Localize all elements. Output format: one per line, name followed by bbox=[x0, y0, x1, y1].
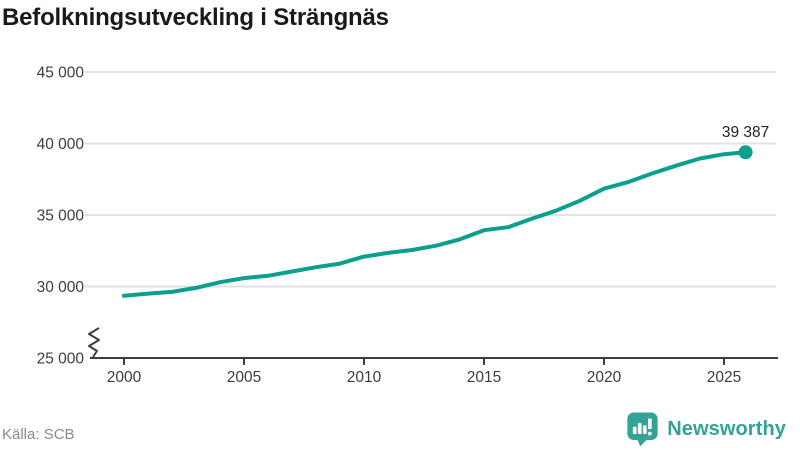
x-axis-labels: 2000 2005 2010 2015 2020 2025 bbox=[107, 369, 741, 386]
newsworthy-logo-text: Newsworthy bbox=[667, 417, 786, 440]
latest-point-marker bbox=[738, 145, 753, 160]
x-axis bbox=[88, 327, 778, 359]
axis-break-squiggle-icon bbox=[88, 327, 100, 358]
x-tick-label: 2015 bbox=[467, 369, 501, 386]
latest-value-label: 39 387 bbox=[722, 124, 769, 141]
chart-title: Befolkningsutveckling i Strängnäs bbox=[2, 4, 389, 31]
newsworthy-logo[interactable]: Newsworthy bbox=[626, 411, 786, 447]
source-note: Källa: SCB bbox=[2, 426, 75, 443]
x-tick-label: 2005 bbox=[227, 369, 261, 386]
x-tick-label: 2025 bbox=[707, 369, 741, 386]
x-axis-ticks bbox=[123, 359, 725, 365]
y-axis-labels: 25 000 30 000 35 000 40 000 45 000 bbox=[37, 65, 85, 368]
x-tick-label: 2010 bbox=[347, 369, 382, 386]
y-tick-label: 45 000 bbox=[37, 65, 85, 82]
gridlines bbox=[85, 71, 776, 288]
x-tick-label: 2000 bbox=[107, 369, 142, 386]
newsworthy-barchart-bubble-icon bbox=[627, 412, 658, 447]
x-tick-label: 2020 bbox=[587, 369, 622, 386]
y-tick-label: 35 000 bbox=[37, 208, 85, 225]
y-tick-label: 30 000 bbox=[37, 279, 85, 296]
y-tick-label: 40 000 bbox=[37, 136, 85, 153]
y-tick-label: 25 000 bbox=[37, 351, 85, 368]
population-line bbox=[122, 150, 748, 298]
